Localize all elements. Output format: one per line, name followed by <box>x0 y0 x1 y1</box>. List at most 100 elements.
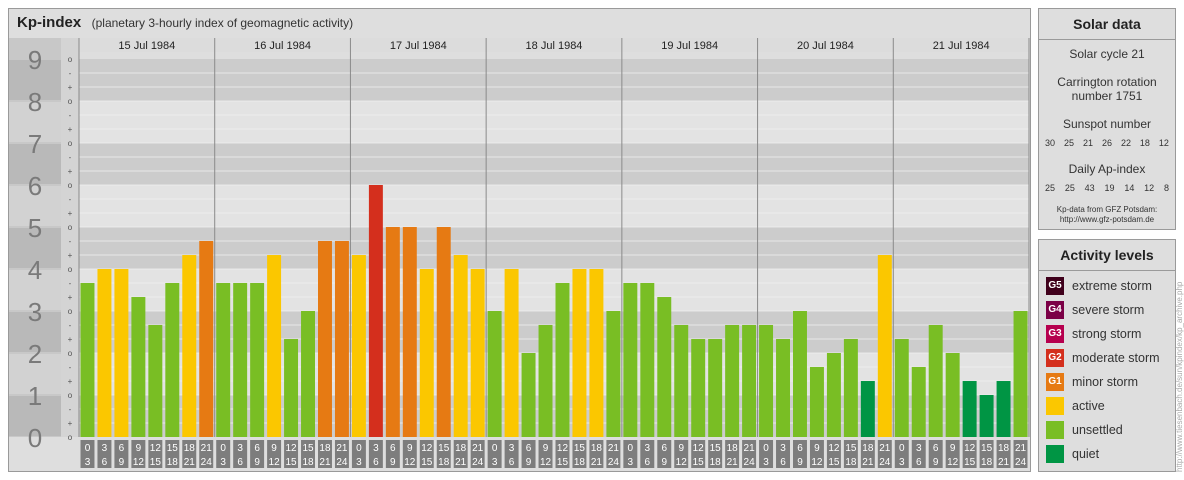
minor-tick-label: o <box>68 391 73 400</box>
solar-data-panel: Solar data Solar cycle 21 Carrington rot… <box>1038 8 1176 230</box>
kp-bar <box>979 395 994 437</box>
kp-bar <box>606 311 621 437</box>
legend-item-g2: G2 moderate storm <box>1046 348 1160 368</box>
interval-start-label: 3 <box>780 443 786 454</box>
interval-end-label: 24 <box>336 457 348 468</box>
interval-cell <box>708 440 723 468</box>
interval-start-label: 18 <box>591 443 603 454</box>
interval-end-label: 18 <box>574 457 586 468</box>
kp-bar <box>419 269 434 437</box>
y-tick-label: 5 <box>28 213 42 243</box>
minor-tick-label: - <box>69 405 72 414</box>
interval-start-label: 15 <box>167 443 179 454</box>
kp-bar <box>148 324 163 437</box>
kp-bar <box>759 324 774 437</box>
kp-bar <box>521 353 536 437</box>
y-tick-label: 8 <box>28 87 42 117</box>
minor-tick-band <box>61 38 79 437</box>
ap-value: 43 <box>1084 183 1095 193</box>
kp-bar <box>877 255 892 437</box>
interval-start-label: 15 <box>302 443 314 454</box>
interval-cell <box>131 440 146 468</box>
interval-end-label: 9 <box>119 457 125 468</box>
y-label-band <box>9 186 61 226</box>
carrington-line-1: Carrington rotation <box>1057 75 1157 89</box>
kp-bar <box>776 339 790 437</box>
ap-value: 19 <box>1104 183 1115 193</box>
y-label-band <box>9 144 61 184</box>
legend-item-g3: G3 strong storm <box>1046 324 1141 344</box>
minor-tick-label: + <box>68 209 73 218</box>
kp-bar <box>640 282 655 437</box>
interval-cell <box>894 440 909 468</box>
legend-label: strong storm <box>1072 327 1142 341</box>
source-link[interactable]: http://www.gfz-potsdam.de <box>1059 215 1155 224</box>
kp-bar <box>691 339 706 437</box>
kp-bar <box>996 381 1011 437</box>
legend-item-quiet: quiet <box>1046 444 1099 464</box>
ap-values: 25 25 43 19 14 12 8 <box>1039 183 1175 193</box>
minor-tick-label: + <box>68 377 73 386</box>
interval-cell <box>368 440 383 468</box>
interval-start-label: 9 <box>543 443 549 454</box>
interval-end-label: 12 <box>404 457 416 468</box>
interval-end-label: 21 <box>184 457 196 468</box>
minor-tick-label: - <box>69 321 72 330</box>
kp-bar <box>216 282 231 437</box>
kp-bar <box>182 255 197 437</box>
interval-cell <box>809 440 824 468</box>
interval-end-label: 6 <box>509 457 515 468</box>
interval-cell <box>776 440 790 468</box>
interval-start-label: 18 <box>455 443 467 454</box>
interval-end-label: 21 <box>727 457 739 468</box>
source-credit: http://www.tiesenbach.de/sun/kpindex/kp_… <box>1175 281 1184 472</box>
interval-cell <box>623 440 638 468</box>
interval-cell <box>521 440 536 468</box>
sunspot-value: 25 <box>1063 138 1074 148</box>
legend-swatch-g3: G3 <box>1046 325 1064 343</box>
y-tick-label: 4 <box>28 255 42 285</box>
interval-end-label: 18 <box>302 457 314 468</box>
ap-value: 25 <box>1045 183 1056 193</box>
interval-start-label: 15 <box>710 443 722 454</box>
interval-end-label: 12 <box>676 457 688 468</box>
interval-cell <box>233 440 248 468</box>
kp-bar <box>860 381 875 437</box>
legend-label: unsettled <box>1072 423 1123 437</box>
kp-bar <box>894 339 909 437</box>
plot-band <box>79 227 1029 269</box>
sunspot-value: 21 <box>1082 138 1093 148</box>
minor-tick-label: + <box>68 293 73 302</box>
interval-start-label: 12 <box>421 443 433 454</box>
legend-item-unsettled: unsettled <box>1046 420 1123 440</box>
minor-tick-label: + <box>68 83 73 92</box>
interval-cell <box>759 440 774 468</box>
interval-end-label: 9 <box>933 457 939 468</box>
interval-end-label: 6 <box>645 457 651 468</box>
solar-data-header: Solar data <box>1039 9 1175 40</box>
interval-end-label: 18 <box>710 457 722 468</box>
minor-tick-label: o <box>68 139 73 148</box>
y-label-band <box>9 60 61 100</box>
kp-bar <box>199 240 214 437</box>
interval-cell <box>504 440 519 468</box>
interval-cell <box>793 440 807 468</box>
interval-cell <box>114 440 129 468</box>
interval-end-label: 21 <box>998 457 1010 468</box>
interval-start-label: 12 <box>150 443 162 454</box>
interval-end-label: 15 <box>150 457 162 468</box>
interval-start-label: 15 <box>574 443 586 454</box>
interval-start-label: 6 <box>390 443 396 454</box>
interval-start-label: 3 <box>916 443 922 454</box>
legend-swatch-active <box>1046 397 1064 415</box>
minor-tick-label: - <box>69 111 72 120</box>
interval-end-label: 9 <box>254 457 260 468</box>
interval-end-label: 6 <box>780 457 786 468</box>
interval-end-label: 21 <box>862 457 874 468</box>
chart-title: Kp-index <box>17 14 82 31</box>
interval-end-label: 24 <box>1015 457 1027 468</box>
interval-end-label: 12 <box>269 457 281 468</box>
kp-bar <box>826 353 841 437</box>
minor-tick-label: o <box>68 97 73 106</box>
legend-label: minor storm <box>1072 375 1138 389</box>
